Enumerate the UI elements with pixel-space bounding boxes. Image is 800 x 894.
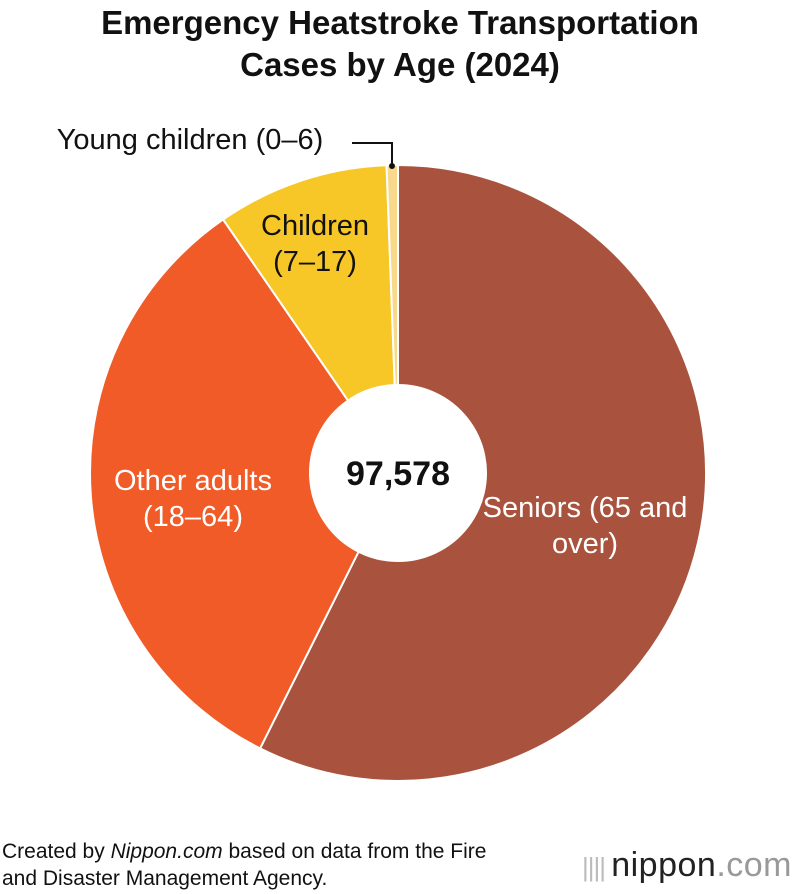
- logo-text: nippon: [611, 846, 717, 884]
- slice-label: Seniors (65 and over): [482, 492, 688, 560]
- slice-label: Other adults (18–64): [114, 465, 272, 533]
- leader-line: [352, 142, 393, 166]
- slice-label: Young children (0–6): [56, 124, 324, 156]
- center-label: 97,578: [346, 455, 450, 493]
- leader-dot: [389, 163, 395, 169]
- donut-slice: [221, 164, 396, 402]
- footer: Created by Nippon.com based on data from…: [2, 838, 502, 892]
- footer-text: based on data from the Fire and Disaster…: [2, 840, 487, 890]
- logo-text: .com: [716, 846, 792, 884]
- donut-slice: [258, 163, 707, 782]
- donut-slice: [89, 218, 360, 750]
- chart-title: Emergency Heatstroke Transportation Case…: [101, 4, 699, 83]
- footer-text: Created by: [2, 840, 111, 863]
- slice-label: Children (7–17): [261, 210, 369, 278]
- footer-source: Nippon.com: [110, 840, 223, 863]
- logo: |||| nippon.com: [581, 846, 792, 884]
